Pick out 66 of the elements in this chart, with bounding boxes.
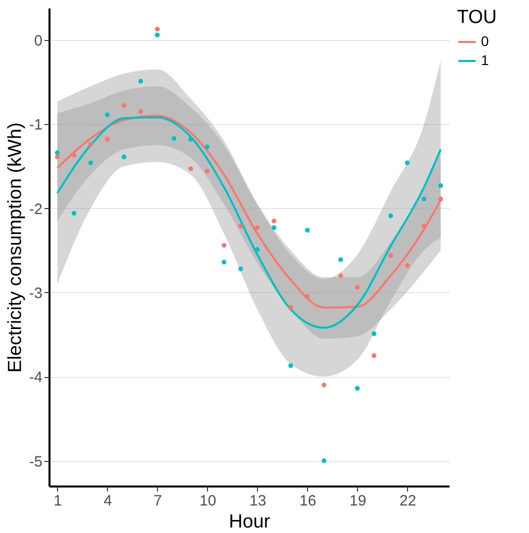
point	[104, 112, 110, 118]
point	[154, 32, 160, 38]
point	[338, 257, 344, 262]
x-tick-label: 1	[54, 492, 62, 510]
y-tick-label: -2	[29, 200, 42, 218]
point	[188, 136, 194, 142]
point	[422, 196, 426, 202]
x-tick-label: 10	[199, 492, 216, 510]
point	[272, 218, 276, 224]
legend-label: 0	[481, 33, 489, 49]
x-tick-label: 7	[154, 492, 162, 510]
point	[354, 285, 360, 290]
point	[88, 160, 94, 166]
point	[304, 294, 310, 299]
y-tick-label: -4	[29, 369, 42, 386]
point	[372, 353, 376, 358]
point	[88, 142, 94, 147]
x-tick-label: 4	[104, 492, 112, 510]
point	[438, 183, 444, 188]
point	[222, 260, 226, 264]
point	[354, 386, 360, 391]
point	[338, 273, 344, 278]
point	[72, 152, 76, 158]
point	[238, 224, 244, 228]
y-tick-label: 0	[34, 32, 42, 50]
point	[72, 211, 76, 216]
point	[138, 109, 144, 114]
point	[188, 166, 194, 172]
point	[438, 196, 444, 202]
point	[322, 458, 326, 464]
legend-title: TOU	[457, 7, 497, 28]
point	[388, 253, 394, 258]
point	[204, 168, 210, 174]
legend-label: 1	[481, 52, 489, 68]
point	[254, 247, 260, 252]
y-tick-label: -3	[29, 284, 42, 302]
point	[122, 103, 126, 108]
point	[154, 26, 160, 32]
y-tick-label: -1	[29, 116, 42, 134]
x-tick-label: 13	[249, 492, 266, 510]
point	[404, 263, 410, 268]
point	[288, 305, 294, 310]
x-tick-label: 22	[399, 492, 416, 510]
point	[404, 160, 410, 166]
y-axis-title: Electricity consumption (kWh)	[5, 122, 26, 373]
y-tick-label: -5	[29, 453, 42, 470]
point	[372, 331, 376, 336]
point	[422, 224, 426, 228]
point	[204, 144, 210, 150]
x-tick-label: 19	[349, 492, 366, 510]
point	[254, 225, 260, 230]
point	[322, 382, 326, 388]
point	[104, 136, 110, 142]
point	[138, 78, 144, 84]
x-tick-label: 16	[299, 492, 316, 510]
point	[122, 154, 126, 160]
x-axis-title: Hour	[228, 512, 271, 532]
point	[222, 242, 226, 248]
point	[238, 266, 244, 272]
point	[288, 363, 294, 368]
point	[272, 225, 276, 230]
point	[172, 136, 176, 141]
point	[54, 150, 60, 156]
point	[388, 214, 394, 218]
point	[304, 228, 310, 233]
point	[54, 154, 60, 160]
